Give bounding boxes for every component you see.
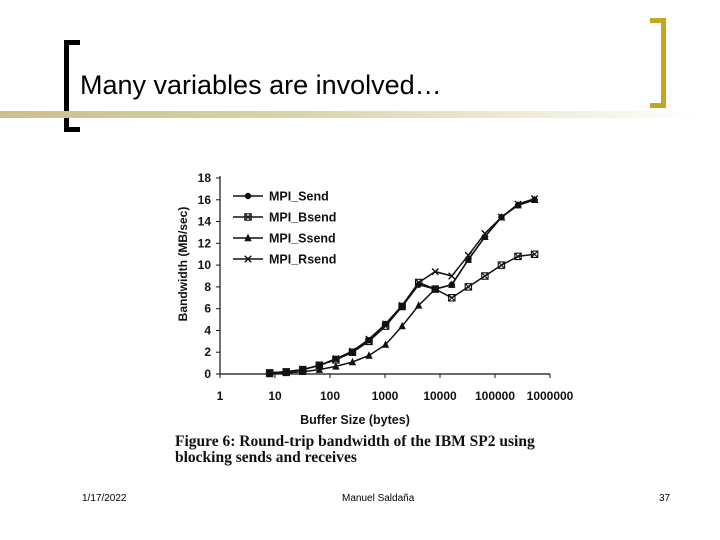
- y-tick-label: 8: [204, 280, 211, 294]
- data-point-mpi-ssend: [481, 232, 489, 240]
- data-point-mpi-rsend: [530, 194, 539, 203]
- bandwidth-chart-svg: 0 2 4 6 8 10 12 14 16 18 1 10 100 1000 10000 100000 1000…: [176, 171, 574, 427]
- series-line-mpi-ssend: [269, 199, 535, 375]
- data-point-mpi-rsend: [431, 267, 439, 276]
- legend-marker-mpi-ssend: [244, 233, 252, 242]
- right-bracket-decoration: [650, 18, 666, 108]
- data-point-mpi-ssend: [398, 321, 406, 330]
- x-axis-label: Buffer Size (bytes): [300, 413, 410, 427]
- data-point-mpi-rsend: [448, 272, 456, 280]
- legend-label-mpi-ssend: MPI_Ssend: [269, 232, 336, 246]
- x-tick-label: 1: [217, 389, 224, 403]
- y-tick-label: 12: [198, 236, 212, 250]
- x-tick-label: 10000: [423, 389, 457, 403]
- y-axis-label: Bandwidth (MB/sec): [176, 207, 190, 322]
- y-tick-label: 4: [204, 323, 211, 337]
- data-point-mpi-ssend: [315, 365, 324, 373]
- data-point-mpi-ssend: [414, 301, 423, 309]
- data-point-mpi-rsend: [332, 355, 340, 363]
- y-tick-label: 6: [204, 302, 211, 316]
- data-point-mpi-bsend: [530, 250, 539, 258]
- data-point-mpi-ssend: [448, 280, 456, 288]
- data-point-mpi-rsend: [414, 278, 423, 287]
- x-tick-label: 1000000: [527, 389, 574, 403]
- legend-label-mpi-rsend: MPI_Rsend: [269, 253, 336, 267]
- footer-page-number: 37: [659, 493, 671, 504]
- y-tick-label: 18: [198, 171, 212, 185]
- data-point-mpi-rsend: [464, 251, 473, 260]
- legend-label-mpi-bsend: MPI_Bsend: [269, 211, 336, 225]
- data-point-mpi-rsend: [315, 361, 324, 369]
- data-point-mpi-rsend: [282, 368, 290, 376]
- y-tick-label: 10: [198, 258, 212, 272]
- data-point-mpi-rsend: [514, 200, 522, 208]
- data-point-mpi-ssend: [299, 367, 307, 376]
- legend-label-mpi-send: MPI_Send: [269, 190, 329, 204]
- x-tick-label: 10: [268, 389, 282, 403]
- data-point-mpi-bsend: [464, 283, 473, 291]
- left-bracket-decoration: [64, 40, 80, 132]
- footer-date: 1/17/2022: [82, 493, 127, 504]
- title-underline-bar: [0, 111, 700, 118]
- data-point-mpi-ssend: [348, 357, 357, 366]
- data-point-mpi-rsend: [365, 335, 373, 343]
- data-point-mpi-bsend: [514, 252, 522, 261]
- y-tick-label: 2: [204, 345, 211, 359]
- data-point-mpi-bsend: [481, 272, 489, 280]
- footer-author: Manuel Saldaña: [342, 493, 415, 504]
- data-point-mpi-rsend: [497, 213, 506, 221]
- legend-marker-mpi-bsend: [244, 213, 252, 221]
- x-tick-label: 100: [320, 389, 340, 403]
- legend-marker-mpi-rsend: [244, 255, 252, 263]
- data-point-mpi-rsend: [381, 320, 390, 328]
- legend-marker-mpi-send: [244, 192, 252, 200]
- data-point-mpi-rsend: [348, 347, 357, 355]
- data-point-mpi-ssend: [381, 340, 390, 348]
- data-point-mpi-ssend: [365, 351, 373, 359]
- data-point-mpi-rsend: [481, 229, 489, 238]
- y-tick-label: 16: [198, 193, 212, 207]
- series-line-mpi-bsend: [269, 253, 535, 374]
- y-tick-label: 14: [198, 215, 212, 229]
- data-point-mpi-ssend: [431, 284, 439, 293]
- bandwidth-chart: 0 2 4 6 8 10 12 14 16 18 1 10 100 1000 10000 100000 1000…: [165, 160, 575, 470]
- slide-title: Many variables are involved…: [80, 70, 442, 100]
- x-tick-label: 1000: [372, 389, 399, 403]
- data-point-mpi-rsend: [265, 369, 274, 377]
- data-point-mpi-ssend: [332, 362, 340, 370]
- data-point-mpi-bsend: [497, 261, 506, 269]
- data-point-mpi-bsend: [448, 294, 456, 302]
- data-point-mpi-rsend: [398, 301, 406, 310]
- x-tick-label: 100000: [475, 389, 515, 403]
- figure-caption: Figure 6: Round-trip bandwidth of the IB…: [175, 433, 535, 466]
- data-point-mpi-ssend: [464, 255, 473, 263]
- y-tick-label: 0: [204, 367, 211, 381]
- data-point-mpi-rsend: [299, 365, 307, 374]
